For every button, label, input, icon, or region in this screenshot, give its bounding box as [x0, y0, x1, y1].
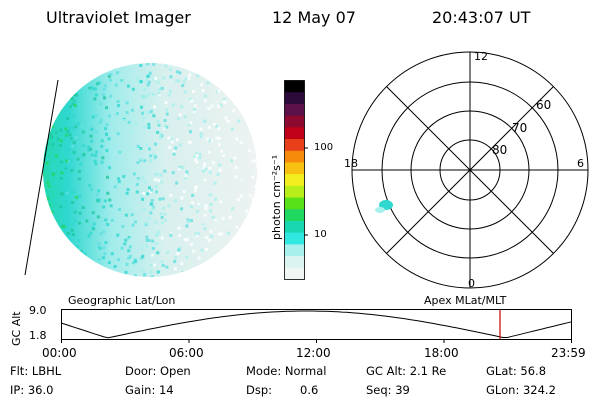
- mode-info: Mode: Normal: [246, 364, 327, 378]
- dsp-label: Dsp:: [246, 383, 273, 397]
- image-date: 12 May 07: [272, 8, 356, 27]
- colorbar-band: [284, 162, 305, 175]
- instrument-title: Ultraviolet Imager: [46, 8, 191, 27]
- filter-info: Flt: LBHL: [10, 364, 62, 378]
- colorbar-band: [284, 256, 305, 269]
- colorbar-band: [284, 220, 305, 234]
- time-tick-0000: 00:00: [42, 346, 77, 360]
- colorbar-band: [284, 92, 305, 105]
- glon-info: GLon: 324.2: [486, 383, 556, 397]
- colorbar-band: [284, 139, 305, 152]
- geographic-image: [24, 63, 257, 277]
- lat-label-60: 60: [536, 98, 551, 112]
- colorbar-band: [284, 127, 305, 140]
- colorbar: [284, 80, 308, 280]
- ip-info: IP: 36.0: [10, 383, 54, 397]
- lat-label-80: 80: [492, 143, 507, 157]
- gc-alt-max: 9.0: [29, 304, 47, 317]
- door-info: Door: Open: [125, 364, 191, 378]
- time-tick-0600: 06:00: [169, 346, 204, 360]
- dsp-value: 0.6: [300, 383, 319, 397]
- gc-alt-plot: [61, 309, 572, 343]
- gain-info: Gain: 14: [125, 383, 174, 397]
- colorbar-band: [284, 103, 305, 117]
- colorbar-band: [284, 197, 305, 210]
- colorbar-band: [284, 115, 305, 128]
- colorbar-unit: photon cm⁻²s⁻¹: [270, 154, 283, 240]
- timeline-right-title: Apex MLat/MLT: [424, 294, 507, 307]
- gc-alt-min: 1.8: [29, 329, 47, 342]
- terminator-line: [24, 79, 59, 276]
- polar-plot: 12 18 6 0 60 70 80: [344, 50, 589, 290]
- mlt-label-6: 6: [577, 157, 584, 170]
- colorbar-band: [284, 150, 305, 163]
- lat-label-70: 70: [512, 121, 527, 135]
- image-time: 20:43:07 UT: [432, 8, 531, 27]
- time-tick-2359: 23:59: [551, 346, 586, 360]
- colorbar-band: [284, 232, 305, 245]
- colorbar-band: [284, 209, 305, 222]
- time-tick-1800: 18:00: [424, 346, 459, 360]
- polar-emission-spot: [375, 200, 393, 213]
- colorbar-band: [284, 80, 305, 93]
- time-tick-1200: 12:00: [296, 346, 331, 360]
- mlt-label-18: 18: [344, 157, 358, 170]
- colorbar-band: [284, 267, 305, 280]
- glat-info: GLat: 56.8: [486, 364, 547, 378]
- colorbar-band: [284, 174, 305, 187]
- gc-alt-info: GC Alt: 2.1 Re: [366, 364, 447, 378]
- colorbar-tick-100: 100: [314, 142, 334, 153]
- colorbar-band: [284, 185, 305, 198]
- colorbar-tick-10: 10: [314, 229, 327, 240]
- gc-alt-axis-label: GC Alt: [10, 311, 23, 346]
- timeline-left-title: Geographic Lat/Lon: [68, 294, 176, 307]
- colorbar-band: [284, 244, 305, 257]
- mlt-label-12: 12: [474, 50, 488, 63]
- mlt-label-0: 0: [468, 277, 475, 290]
- seq-info: Seq: 39: [366, 383, 410, 397]
